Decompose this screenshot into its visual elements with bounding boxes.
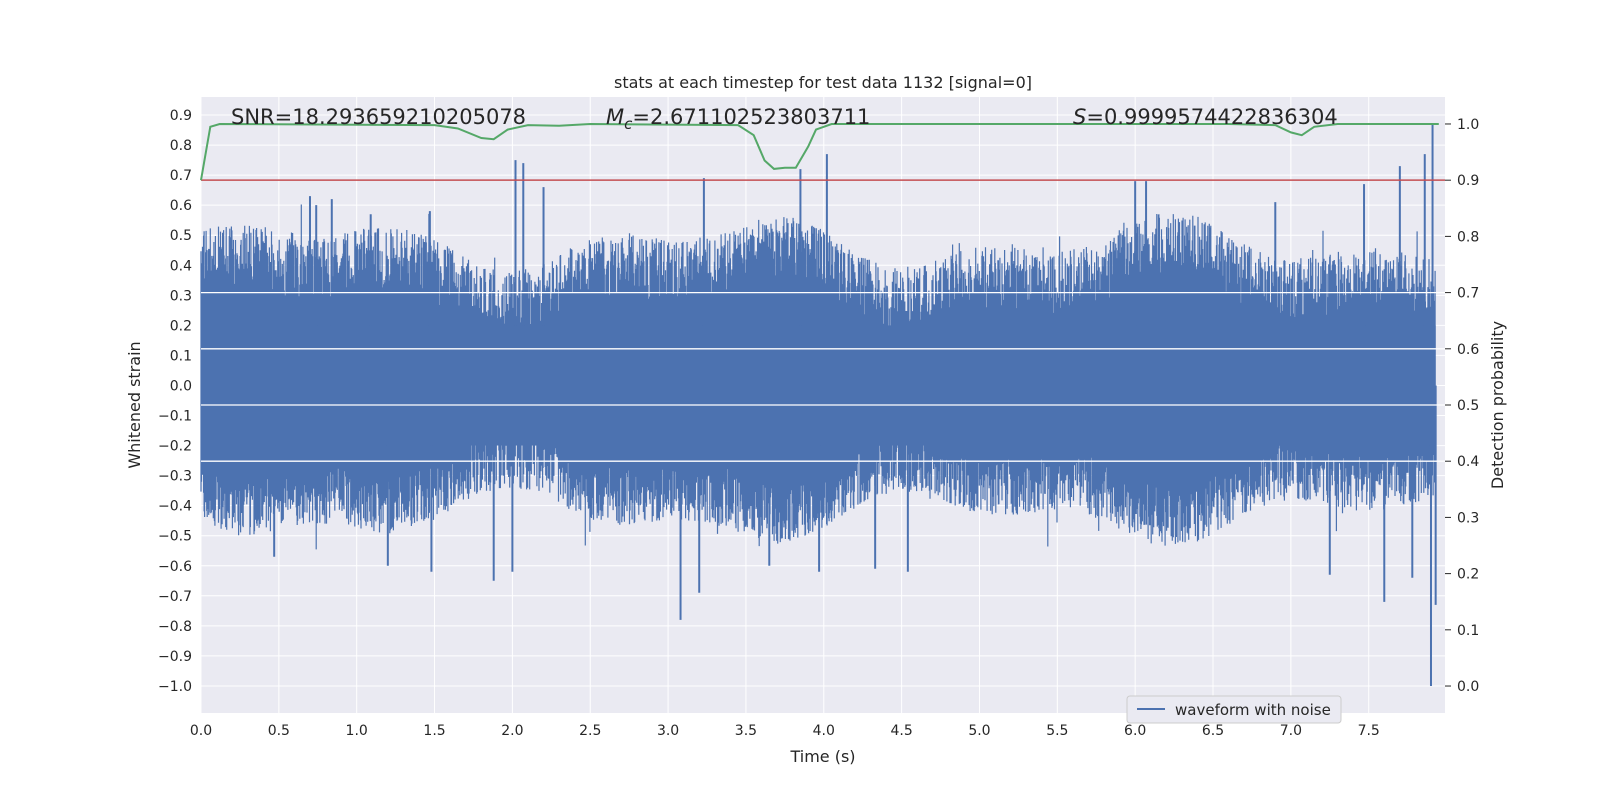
x-tick-label: 4.0: [813, 723, 835, 739]
x-tick-label: 6.0: [1124, 723, 1146, 739]
y-tick-label: −0.6: [158, 559, 192, 575]
x-tick-label: 7.0: [1280, 723, 1302, 739]
y2-tick-label: 1.0: [1457, 117, 1479, 133]
y-tick-label: 0.1: [170, 348, 192, 364]
score-symbol: S: [1073, 105, 1086, 129]
x-tick-label: 2.5: [579, 723, 601, 739]
snr-annotation: SNR=18.293659210205078: [231, 105, 526, 129]
y2-tick-label: 0.2: [1457, 567, 1479, 583]
x-tick-label: 5.5: [1046, 723, 1068, 739]
legend: waveform with noise: [1126, 695, 1342, 724]
y2-tick-label: 0.1: [1457, 623, 1479, 639]
y-tick-label: −0.1: [158, 409, 192, 425]
x-tick-label: 1.5: [423, 723, 445, 739]
y-tick-label: −0.2: [158, 439, 192, 455]
x-tick-label: 6.5: [1202, 723, 1224, 739]
x-tick-label: 1.0: [346, 723, 368, 739]
x-tick-label: 4.5: [890, 723, 912, 739]
chirp-mass-subscript: c: [624, 115, 633, 133]
y-tick-label: −0.3: [158, 469, 192, 485]
y-tick-label: −0.7: [158, 589, 192, 605]
score-annotation: S=0.9999574422836304: [1073, 105, 1338, 129]
y2-axis-label: Detection probability: [1488, 321, 1507, 489]
y-tick-label: 0.4: [170, 258, 192, 274]
y-tick-label: 0.3: [170, 288, 192, 304]
y-tick-label: −0.4: [158, 499, 192, 515]
y-tick-label: 0.8: [170, 138, 192, 154]
y2-tick-label: 0.5: [1457, 398, 1479, 414]
y2-tick-label: 0.0: [1457, 679, 1479, 695]
chirp-mass-annotation: Mc=2.671102523803711: [606, 105, 870, 133]
x-axis-ticks: 0.0 0.5 1.0 1.5 2.0 2.5 3.0 3.5 4.0 4.5 5.0 5.5 6.0 6…: [190, 723, 1380, 739]
y-tick-label: 0.9: [170, 108, 192, 124]
chirp-mass-symbol: M: [606, 105, 624, 129]
chart-title: stats at each timestep for test data 113…: [614, 73, 1032, 92]
x-tick-label: 0.5: [268, 723, 290, 739]
chirp-mass-value: =2.671102523803711: [632, 105, 870, 129]
y-axis-ticks: 0.9 0.8 0.7 0.6 0.5 0.4 0.3 0.2 0.1 0.0 −0.1 −0.2 −0…: [158, 108, 192, 695]
y-axis-label: Whitened strain: [125, 341, 144, 468]
y2-axis-ticks: 1.0 0.9 0.8 0.7 0.6 0.5 0.4 0.3 0.2 0.1 0.0: [1445, 117, 1479, 695]
y-tick-label: −0.8: [158, 619, 192, 635]
legend-box: [1126, 695, 1342, 724]
x-tick-label: 7.5: [1358, 723, 1380, 739]
legend-label: waveform with noise: [1175, 701, 1331, 719]
y-tick-label: 0.7: [170, 168, 192, 184]
x-tick-label: 2.0: [501, 723, 523, 739]
y-tick-label: −0.5: [158, 529, 192, 545]
x-axis-label: Time (s): [789, 747, 855, 766]
y2-tick-label: 0.6: [1457, 342, 1479, 358]
horizontal-grid-overlay: [201, 291, 1445, 462]
y-tick-label: 0.5: [170, 228, 192, 244]
x-tick-label: 5.0: [968, 723, 990, 739]
y-tick-label: −1.0: [158, 679, 192, 695]
y2-tick-label: 0.7: [1457, 286, 1479, 302]
x-tick-label: 0.0: [190, 723, 212, 739]
y2-tick-label: 0.8: [1457, 229, 1479, 245]
x-tick-label: 3.5: [735, 723, 757, 739]
y-tick-label: −0.9: [158, 649, 192, 665]
y-tick-label: 0.0: [170, 378, 192, 394]
y2-tick-label: 0.4: [1457, 454, 1479, 470]
y2-tick-label: 0.9: [1457, 173, 1479, 189]
probability-series: [200, 122, 1439, 181]
y-tick-label: 0.2: [170, 318, 192, 334]
y2-tick-label: 0.3: [1457, 510, 1479, 526]
x-tick-label: 3.0: [657, 723, 679, 739]
score-value: =0.9999574422836304: [1086, 105, 1337, 129]
y-tick-label: 0.6: [170, 198, 192, 214]
